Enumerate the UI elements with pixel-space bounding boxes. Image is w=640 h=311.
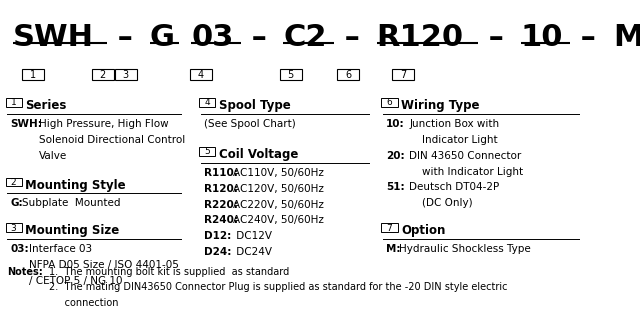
Text: (See Spool Chart): (See Spool Chart)	[204, 119, 296, 129]
FancyBboxPatch shape	[92, 69, 113, 81]
Text: G: G	[150, 23, 175, 52]
Text: M:: M:	[386, 244, 401, 254]
Text: R120:: R120:	[204, 184, 237, 194]
Text: 10: 10	[521, 23, 563, 52]
Text: R110:: R110:	[204, 168, 237, 178]
Text: 7: 7	[387, 224, 392, 233]
FancyBboxPatch shape	[6, 224, 22, 232]
FancyBboxPatch shape	[115, 69, 137, 81]
Text: Interface 03: Interface 03	[29, 244, 92, 254]
FancyBboxPatch shape	[22, 69, 44, 81]
Text: Mounting Style: Mounting Style	[25, 179, 125, 192]
FancyBboxPatch shape	[190, 69, 212, 81]
Text: –: –	[570, 23, 607, 52]
FancyBboxPatch shape	[280, 69, 301, 81]
Text: M: M	[613, 23, 640, 52]
Text: 3: 3	[11, 224, 17, 233]
Text: NFPA D05 Size / ISO 4401-05: NFPA D05 Size / ISO 4401-05	[29, 260, 179, 270]
Text: 3: 3	[123, 70, 129, 80]
Text: R120: R120	[377, 23, 464, 52]
Text: Junction Box with: Junction Box with	[409, 119, 499, 129]
Text: Subplate  Mounted: Subplate Mounted	[22, 198, 120, 208]
Text: High Pressure, High Flow: High Pressure, High Flow	[39, 119, 168, 129]
Text: Deutsch DT04-2P: Deutsch DT04-2P	[409, 183, 499, 193]
Text: DC24V: DC24V	[233, 247, 272, 257]
Text: D12:: D12:	[204, 231, 231, 241]
Text: 6: 6	[346, 70, 351, 80]
Text: 03: 03	[191, 23, 234, 52]
Text: DC12V: DC12V	[233, 231, 272, 241]
Text: R220:: R220:	[204, 200, 237, 210]
Text: DIN 43650 Connector: DIN 43650 Connector	[409, 151, 522, 161]
Text: Solenoid Directional Control: Solenoid Directional Control	[39, 135, 185, 145]
FancyBboxPatch shape	[199, 147, 216, 156]
FancyBboxPatch shape	[381, 224, 397, 232]
Text: 20:: 20:	[386, 151, 404, 161]
Text: 4: 4	[205, 99, 210, 108]
Text: Option: Option	[401, 224, 445, 237]
Text: R240:: R240:	[204, 216, 238, 225]
Text: 2: 2	[99, 70, 106, 80]
FancyBboxPatch shape	[6, 178, 22, 186]
Text: 5: 5	[287, 70, 294, 80]
Text: Series: Series	[25, 99, 67, 112]
Text: AC110V, 50/60Hz: AC110V, 50/60Hz	[233, 168, 324, 178]
Text: 5: 5	[205, 147, 211, 156]
Text: 1: 1	[11, 99, 17, 108]
FancyBboxPatch shape	[337, 69, 359, 81]
Text: 7: 7	[400, 70, 406, 80]
FancyBboxPatch shape	[381, 98, 397, 107]
Text: 6: 6	[387, 99, 392, 108]
Text: Hydraulic Shockless Type: Hydraulic Shockless Type	[399, 244, 531, 254]
Text: SWH:: SWH:	[10, 119, 42, 129]
Text: Spool Type: Spool Type	[219, 99, 291, 112]
Text: (DC Only): (DC Only)	[409, 198, 473, 208]
Text: Wiring Type: Wiring Type	[401, 99, 479, 112]
Text: Mounting Size: Mounting Size	[25, 224, 119, 237]
Text: 4: 4	[198, 70, 204, 80]
Text: AC120V, 50/60Hz: AC120V, 50/60Hz	[233, 184, 324, 194]
Text: Indicator Light: Indicator Light	[409, 135, 498, 145]
Text: –: –	[241, 23, 277, 52]
Text: 2.  The mating DIN43650 Connector Plug is supplied as standard for the -20 DIN s: 2. The mating DIN43650 Connector Plug is…	[49, 282, 508, 292]
Text: 1: 1	[30, 70, 36, 80]
Text: 03:: 03:	[10, 244, 29, 254]
Text: Coil Voltage: Coil Voltage	[219, 148, 298, 161]
Text: SWH: SWH	[13, 23, 94, 52]
Text: 2: 2	[11, 178, 17, 187]
Text: with Indicator Light: with Indicator Light	[409, 167, 524, 177]
Text: connection: connection	[49, 298, 118, 308]
Text: D24:: D24:	[204, 247, 231, 257]
Text: G:: G:	[10, 198, 22, 208]
Text: –: –	[478, 23, 515, 52]
Text: 51:: 51:	[386, 183, 404, 193]
Text: Notes:: Notes:	[7, 267, 43, 277]
Text: C2: C2	[284, 23, 327, 52]
FancyBboxPatch shape	[199, 98, 216, 107]
FancyBboxPatch shape	[392, 69, 414, 81]
Text: –: –	[334, 23, 371, 52]
FancyBboxPatch shape	[6, 98, 22, 107]
Text: / CETOP 5 / NG 10: / CETOP 5 / NG 10	[29, 276, 123, 286]
Text: AC220V, 50/60Hz: AC220V, 50/60Hz	[233, 200, 324, 210]
Text: Valve: Valve	[39, 151, 67, 161]
Text: 10:: 10:	[386, 119, 404, 129]
Text: AC240V, 50/60Hz: AC240V, 50/60Hz	[233, 216, 324, 225]
Text: 1.  The mounting bolt kit is supplied  as standard: 1. The mounting bolt kit is supplied as …	[49, 267, 289, 277]
Text: –: –	[108, 23, 144, 52]
